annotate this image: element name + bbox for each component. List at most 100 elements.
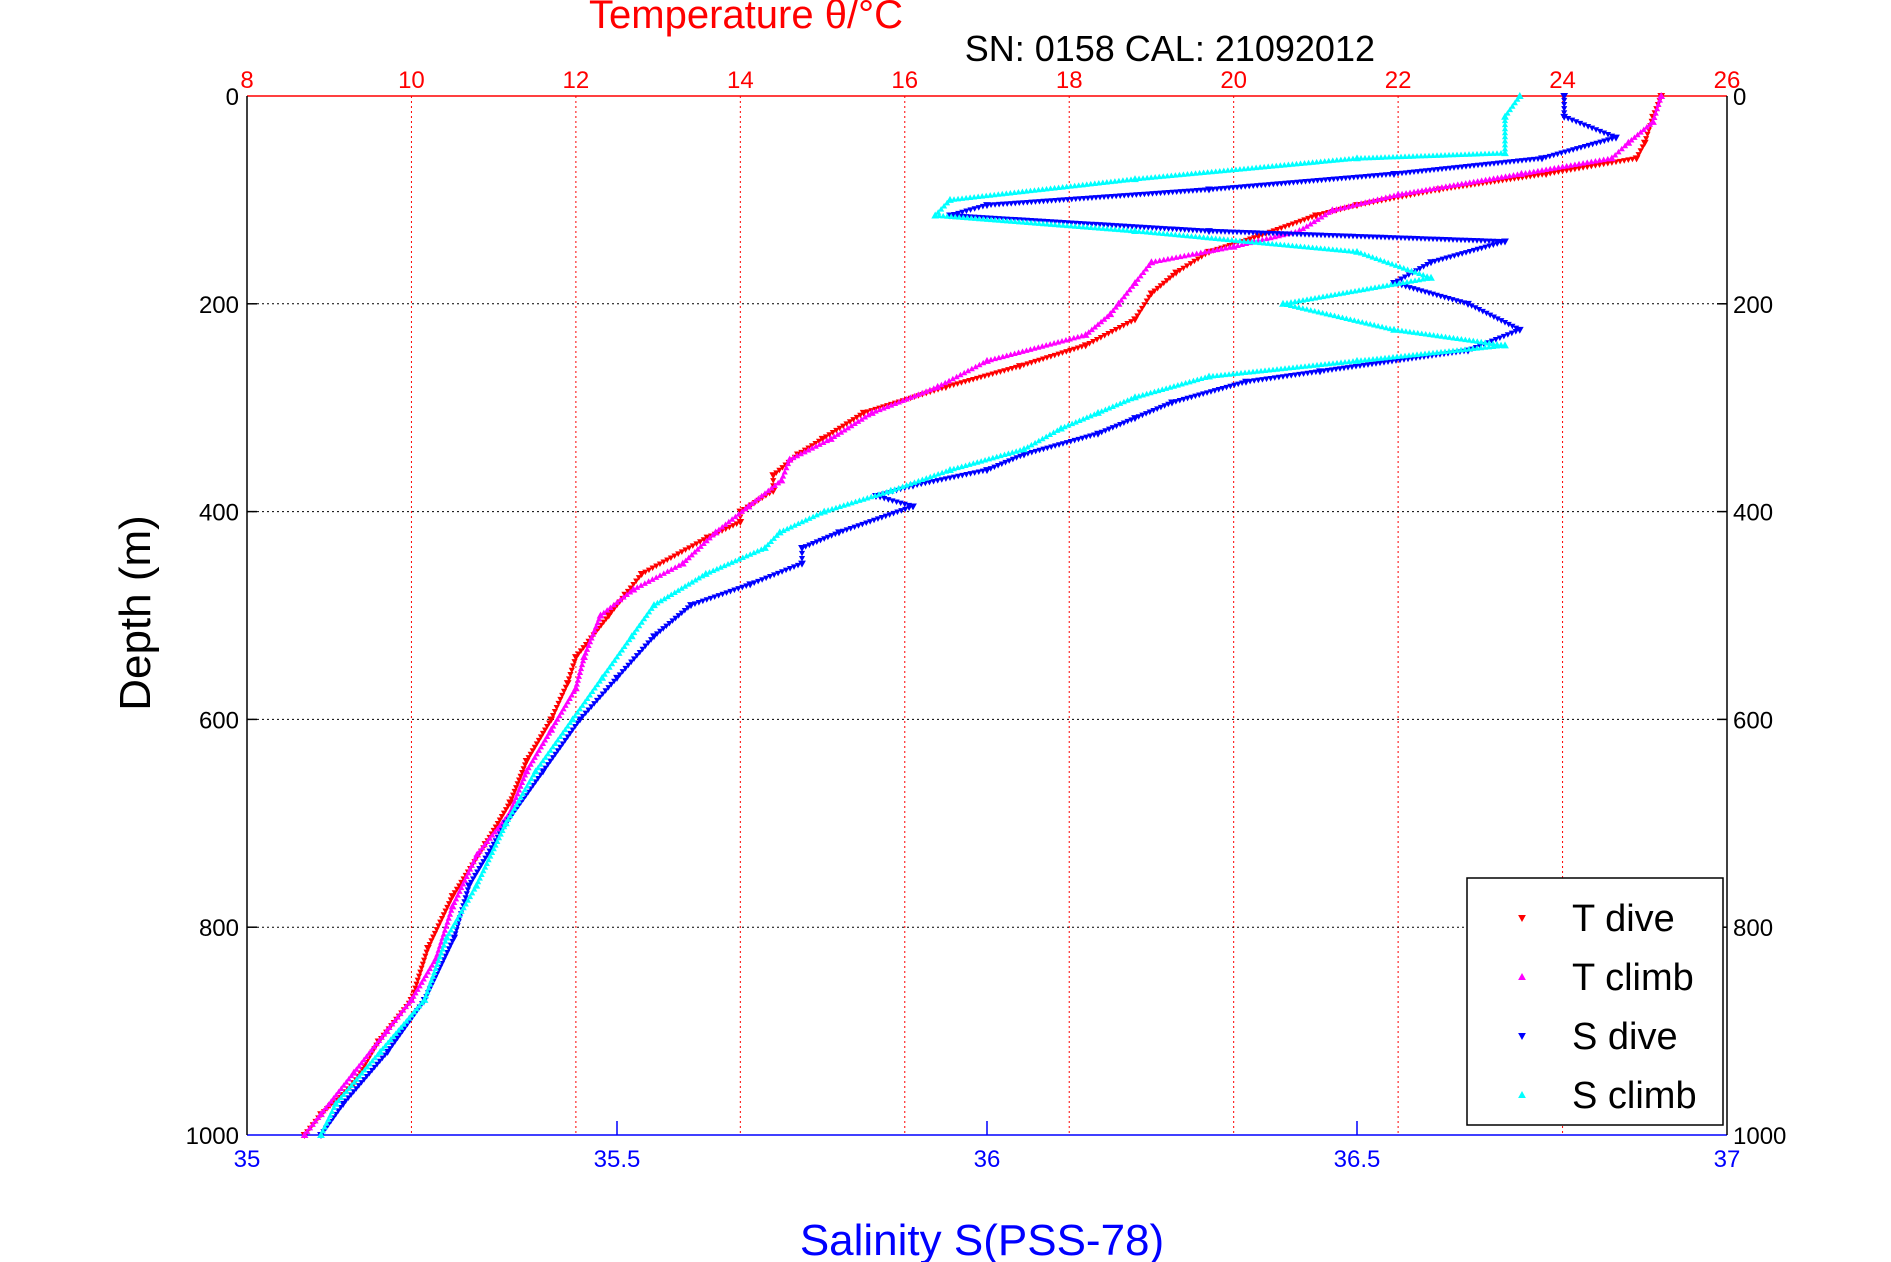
trace-marker-t-climb: [1584, 159, 1591, 165]
trace-marker-t-climb: [949, 375, 956, 382]
data-point-s-climb: [627, 632, 636, 640]
trace-marker-s-dive: [1193, 228, 1200, 234]
trace-marker-t-climb: [355, 1063, 363, 1069]
data-point-s-climb: [931, 211, 940, 219]
trace-marker-t-dive: [535, 737, 542, 744]
trace-marker-t-climb: [1450, 182, 1457, 188]
trace-marker-s-dive: [1426, 167, 1434, 174]
trace-marker-s-dive: [1221, 229, 1229, 235]
trace-marker-s-climb: [1160, 173, 1167, 179]
trace-marker-s-climb: [1281, 241, 1288, 248]
trace-marker-t-climb: [1466, 179, 1473, 185]
trace-marker-s-climb: [1357, 249, 1364, 256]
trace-marker-t-climb: [1218, 245, 1225, 252]
trace-marker-t-climb: [544, 733, 551, 740]
trace-marker-s-climb: [810, 513, 817, 520]
trace-marker-t-dive: [415, 973, 423, 980]
trace-marker-t-climb: [1652, 110, 1659, 116]
trace-marker-s-climb: [1240, 165, 1248, 172]
trace-marker-s-climb: [1168, 172, 1175, 179]
trace-marker-t-climb: [360, 1056, 368, 1063]
trace-marker-s-dive: [1482, 161, 1490, 168]
trace-marker-s-climb: [1299, 305, 1306, 311]
trace-marker-s-climb: [1506, 106, 1514, 113]
trace-marker-s-climb: [327, 1112, 334, 1118]
trace-marker-s-climb: [1317, 158, 1324, 165]
trace-marker-s-climb: [1119, 177, 1127, 183]
trace-marker-s-dive: [786, 566, 794, 572]
trace-marker-s-climb: [1458, 336, 1465, 342]
trace-marker-s-climb: [995, 191, 1002, 197]
trace-marker-s-climb: [1461, 151, 1469, 157]
trace-marker-t-climb: [649, 576, 656, 582]
trace-marker-s-climb: [483, 860, 490, 866]
trace-marker-s-dive: [975, 469, 982, 475]
trace-marker-t-climb: [634, 584, 641, 590]
trace-marker-s-dive: [639, 646, 646, 653]
trace-marker-s-climb: [509, 808, 516, 815]
trace-marker-s-climb: [1035, 186, 1042, 193]
trace-marker-s-dive: [959, 209, 966, 216]
trace-marker-s-dive: [619, 669, 626, 675]
trace-marker-s-climb: [1397, 353, 1405, 359]
trace-marker-s-climb: [450, 923, 457, 929]
data-point-s-climb: [886, 486, 895, 494]
data-point-s-dive: [450, 934, 459, 942]
trace-marker-t-climb: [1185, 252, 1192, 258]
trace-marker-s-dive: [1577, 120, 1584, 127]
trace-marker-s-climb: [1485, 343, 1493, 350]
trace-marker-t-climb: [391, 1017, 399, 1024]
trace-marker-t-climb: [783, 464, 790, 471]
trace-marker-t-dive: [1617, 158, 1624, 165]
trace-marker-s-climb: [526, 779, 533, 785]
trace-marker-s-dive: [1301, 232, 1309, 238]
trace-marker-s-dive: [1108, 222, 1115, 229]
trace-marker-s-dive: [1157, 190, 1164, 197]
trace-marker-t-climb: [595, 616, 603, 622]
trace-marker-s-dive: [1405, 235, 1413, 242]
trace-marker-s-dive: [889, 498, 896, 504]
trace-marker-s-climb: [967, 194, 974, 200]
trace-marker-t-climb: [1333, 206, 1340, 212]
trace-marker-t-climb: [1462, 180, 1469, 186]
trace-marker-s-dive: [611, 678, 618, 685]
trace-marker-s-dive: [379, 1055, 386, 1062]
data-point-t-climb: [1131, 278, 1139, 286]
trace-marker-t-dive: [527, 751, 534, 758]
trace-marker-t-dive: [417, 969, 424, 976]
trace-marker-t-climb: [709, 531, 716, 538]
trace-marker-s-climb: [1392, 262, 1400, 268]
trace-marker-t-climb: [855, 418, 862, 424]
trace-marker-t-climb: [564, 698, 571, 705]
trace-marker-t-climb: [348, 1072, 355, 1079]
trace-marker-s-dive: [1561, 110, 1568, 116]
trace-marker-s-climb: [844, 501, 851, 507]
trace-marker-s-climb: [517, 794, 524, 800]
trace-marker-t-climb: [481, 841, 488, 848]
trace-marker-s-climb: [1182, 379, 1189, 386]
trace-marker-t-climb: [1303, 223, 1310, 229]
trace-marker-t-climb: [1112, 304, 1119, 310]
trace-marker-s-climb: [1144, 228, 1151, 235]
trace-marker-s-dive: [1481, 238, 1489, 244]
trace-marker-t-climb: [577, 665, 585, 672]
trace-marker-s-dive: [1258, 182, 1265, 189]
trace-marker-s-climb: [591, 685, 598, 691]
trace-marker-s-dive: [1322, 177, 1329, 183]
trace-marker-s-dive: [1116, 223, 1124, 229]
trace-marker-s-climb: [919, 476, 926, 483]
trace-marker-t-climb: [1406, 189, 1414, 196]
data-point-t-climb: [1229, 242, 1238, 250]
trace-marker-s-climb: [1329, 157, 1336, 163]
data-point-s-climb: [531, 767, 540, 775]
trace-marker-s-dive: [552, 751, 559, 758]
trace-marker-s-dive: [1461, 237, 1469, 244]
trace-marker-s-climb: [1375, 322, 1382, 329]
trace-marker-t-dive: [430, 934, 437, 941]
trace-marker-t-climb: [574, 677, 582, 683]
trace-marker-t-dive: [560, 688, 568, 695]
trace-marker-s-climb: [1151, 388, 1158, 395]
trace-marker-s-climb: [754, 547, 761, 554]
tick-label-depth-right: 600: [1733, 707, 1773, 734]
trace-marker-t-climb: [1547, 165, 1554, 172]
